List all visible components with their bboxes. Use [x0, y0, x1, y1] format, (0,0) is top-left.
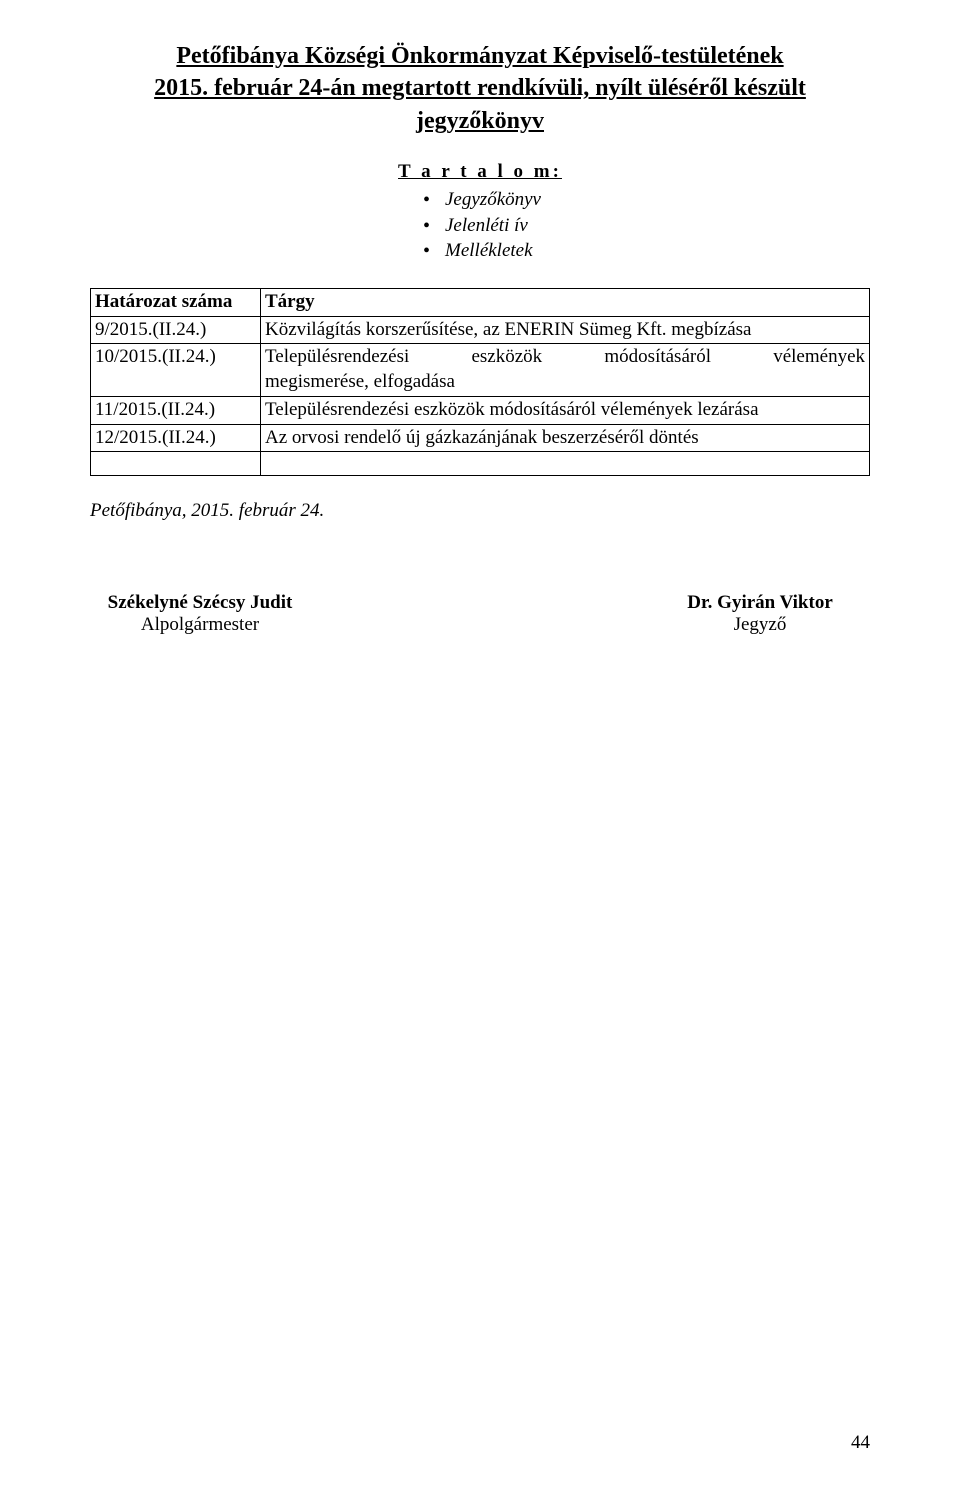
signature-right: Dr. Gyirán Viktor Jegyző	[650, 592, 870, 636]
cell-subject-line: Településrendezési eszközök módosításáró…	[265, 345, 865, 370]
empty-cell	[261, 452, 870, 476]
table-row: 9/2015.(II.24.) Közvilágítás korszerűsít…	[91, 316, 870, 344]
table-row: 10/2015.(II.24.) Településrendezési eszk…	[91, 344, 870, 396]
empty-cell	[91, 452, 261, 476]
signer-name: Székelyné Szécsy Judit	[90, 592, 310, 614]
cell-subject: Közvilágítás korszerűsítése, az ENERIN S…	[261, 316, 870, 344]
cell-resolution-number: 12/2015.(II.24.)	[91, 424, 261, 452]
contents-item: Jelenléti ív	[419, 213, 541, 239]
signatures-block: Székelyné Szécsy Judit Alpolgármester Dr…	[90, 592, 870, 636]
contents-list: Jegyzőkönyv Jelenléti ív Mellékletek	[419, 187, 541, 264]
cell-resolution-number: 9/2015.(II.24.)	[91, 316, 261, 344]
title-line-3: jegyzőkönyv	[90, 105, 870, 137]
cell-subject-line: megismerése, elfogadása	[265, 370, 865, 395]
cell-subject: Településrendezési eszközök módosításáró…	[261, 344, 870, 396]
signer-role: Alpolgármester	[90, 614, 310, 636]
cell-resolution-number: 11/2015.(II.24.)	[91, 396, 261, 424]
contents-label: T a r t a l o m:	[90, 161, 870, 183]
cell-subject: Településrendezési eszközök módosításáró…	[261, 396, 870, 424]
resolutions-table: Határozat száma Tárgy 9/2015.(II.24.) Kö…	[90, 288, 870, 476]
table-row: 12/2015.(II.24.) Az orvosi rendelő új gá…	[91, 424, 870, 452]
table-row: 11/2015.(II.24.) Településrendezési eszk…	[91, 396, 870, 424]
page-number: 44	[851, 1432, 870, 1454]
header-resolution-number: Határozat száma	[91, 289, 261, 317]
contents-item: Mellékletek	[419, 238, 541, 264]
cell-resolution-number: 10/2015.(II.24.)	[91, 344, 261, 396]
contents-block: T a r t a l o m: Jegyzőkönyv Jelenléti í…	[90, 161, 870, 264]
signer-name: Dr. Gyirán Viktor	[650, 592, 870, 614]
header-subject: Tárgy	[261, 289, 870, 317]
document-title: Petőfibánya Községi Önkormányzat Képvise…	[90, 40, 870, 137]
cell-subject: Az orvosi rendelő új gázkazánjának besze…	[261, 424, 870, 452]
title-line-1: Petőfibánya Községi Önkormányzat Képvise…	[90, 40, 870, 72]
table-header-row: Határozat száma Tárgy	[91, 289, 870, 317]
title-line-2: 2015. február 24-án megtartott rendkívül…	[90, 72, 870, 104]
table-empty-row	[91, 452, 870, 476]
signer-role: Jegyző	[650, 614, 870, 636]
place-date: Petőfibánya, 2015. február 24.	[90, 500, 870, 522]
signature-left: Székelyné Szécsy Judit Alpolgármester	[90, 592, 310, 636]
contents-item: Jegyzőkönyv	[419, 187, 541, 213]
